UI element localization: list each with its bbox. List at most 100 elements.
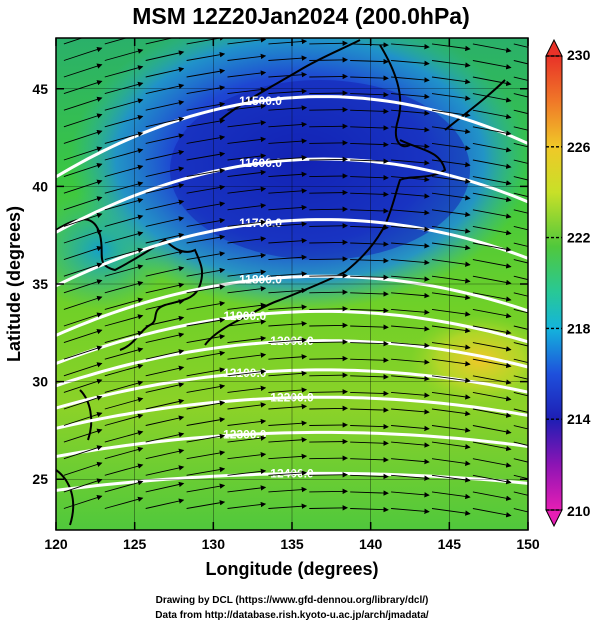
wind-arrow xyxy=(104,131,144,144)
wind-arrow xyxy=(472,109,512,120)
wind-arrow xyxy=(104,214,144,227)
wind-arrow xyxy=(350,108,389,115)
y-tick-label: 25 xyxy=(32,471,48,487)
y-tick-label: 40 xyxy=(32,178,48,194)
wind-arrow xyxy=(186,151,226,161)
wind-arrow xyxy=(513,60,528,65)
wind-arrow xyxy=(186,350,226,360)
wind-arrow xyxy=(350,191,389,198)
wind-arrow xyxy=(268,155,308,161)
wind-arrow xyxy=(513,225,528,231)
wind-arrow xyxy=(104,264,144,277)
wind-arrow xyxy=(145,432,185,443)
wind-arrow xyxy=(350,457,389,463)
wind-arrow xyxy=(227,335,267,344)
wind-arrow xyxy=(431,375,471,383)
wind-arrow xyxy=(186,218,226,227)
wind-arrow xyxy=(472,225,512,236)
wind-arrow xyxy=(104,231,144,244)
wind-arrow xyxy=(309,505,348,511)
wind-arrow xyxy=(513,441,528,446)
wind-arrow xyxy=(431,43,471,52)
wind-arrow xyxy=(268,354,308,360)
wind-arrow xyxy=(227,369,267,377)
wind-arrow xyxy=(309,140,348,146)
wind-arrow xyxy=(391,126,430,133)
wind-arrow xyxy=(472,275,512,286)
wind-arrow xyxy=(268,72,308,78)
wind-arrow xyxy=(513,159,528,164)
wind-arrow xyxy=(431,242,471,251)
wind-arrow xyxy=(186,52,226,61)
wind-arrow xyxy=(472,142,512,153)
wind-arrow xyxy=(309,106,348,113)
wind-arrow xyxy=(513,192,528,198)
wind-arrow xyxy=(309,206,348,212)
wind-arrow xyxy=(145,116,185,128)
wind-arrow xyxy=(309,389,348,395)
wind-arrow xyxy=(268,88,308,95)
wind-arrow xyxy=(145,266,185,277)
wind-arrow xyxy=(472,508,512,518)
wind-arrow xyxy=(145,382,185,393)
wind-arrow xyxy=(472,43,512,53)
colorbar-tick-label: 226 xyxy=(567,139,591,155)
wind-arrow xyxy=(268,437,308,443)
wind-arrow xyxy=(472,126,512,136)
wind-arrow xyxy=(472,358,512,369)
wind-arrow xyxy=(104,181,144,194)
wind-arrow xyxy=(63,46,103,61)
wind-arrow xyxy=(391,325,430,332)
wind-arrow xyxy=(63,229,103,244)
wind-arrow xyxy=(350,92,389,98)
wind-arrow xyxy=(309,289,348,295)
wind-arrow xyxy=(309,422,348,428)
wind-arrow xyxy=(227,252,267,261)
wind-arrow xyxy=(391,76,430,83)
wind-arrow xyxy=(472,408,512,418)
wind-arrow xyxy=(309,57,348,63)
wind-arrow xyxy=(431,225,471,234)
wind-arrow xyxy=(145,249,185,261)
wind-arrow xyxy=(268,370,308,377)
wind-arrow xyxy=(227,302,267,310)
wind-arrow xyxy=(350,274,389,281)
wind-arrow xyxy=(513,275,528,281)
wind-arrow xyxy=(145,83,185,95)
wind-arrow xyxy=(145,365,185,377)
wind-arrow xyxy=(513,93,528,98)
wind-arrow xyxy=(309,156,348,163)
wind-arrow xyxy=(63,295,103,310)
wind-arrow xyxy=(391,491,430,498)
wind-arrow xyxy=(227,385,267,393)
wind-arrow xyxy=(63,495,103,509)
wind-arrow xyxy=(472,491,512,501)
colorbar-tick-label: 230 xyxy=(567,47,591,63)
wind-arrow xyxy=(63,478,103,493)
wind-arrow xyxy=(104,314,144,327)
wind-arrow xyxy=(431,209,471,218)
coast-taiwan xyxy=(79,389,93,441)
wind-arrow xyxy=(104,363,144,377)
wind-arrow xyxy=(391,391,430,398)
wind-arrow xyxy=(186,433,226,443)
wind-arrow xyxy=(309,239,348,246)
wind-arrow xyxy=(63,428,103,443)
wind-arrow xyxy=(309,256,348,262)
wind-arrow xyxy=(513,508,528,513)
wind-arrow xyxy=(104,347,144,360)
wind-arrow xyxy=(268,204,308,211)
wind-arrow xyxy=(431,292,471,301)
wind-arrow xyxy=(309,73,348,80)
wind-arrow xyxy=(104,430,144,443)
wind-arrow xyxy=(472,441,512,452)
wind-arrow xyxy=(63,461,103,476)
wind-arrow xyxy=(350,374,389,380)
wind-arrow xyxy=(268,486,308,493)
wind-arrow xyxy=(145,481,185,493)
wind-arrow xyxy=(309,455,348,461)
wind-arrow xyxy=(104,65,144,78)
y-axis-label: Latitude (degrees) xyxy=(4,206,24,362)
wind-arrow xyxy=(431,176,471,184)
